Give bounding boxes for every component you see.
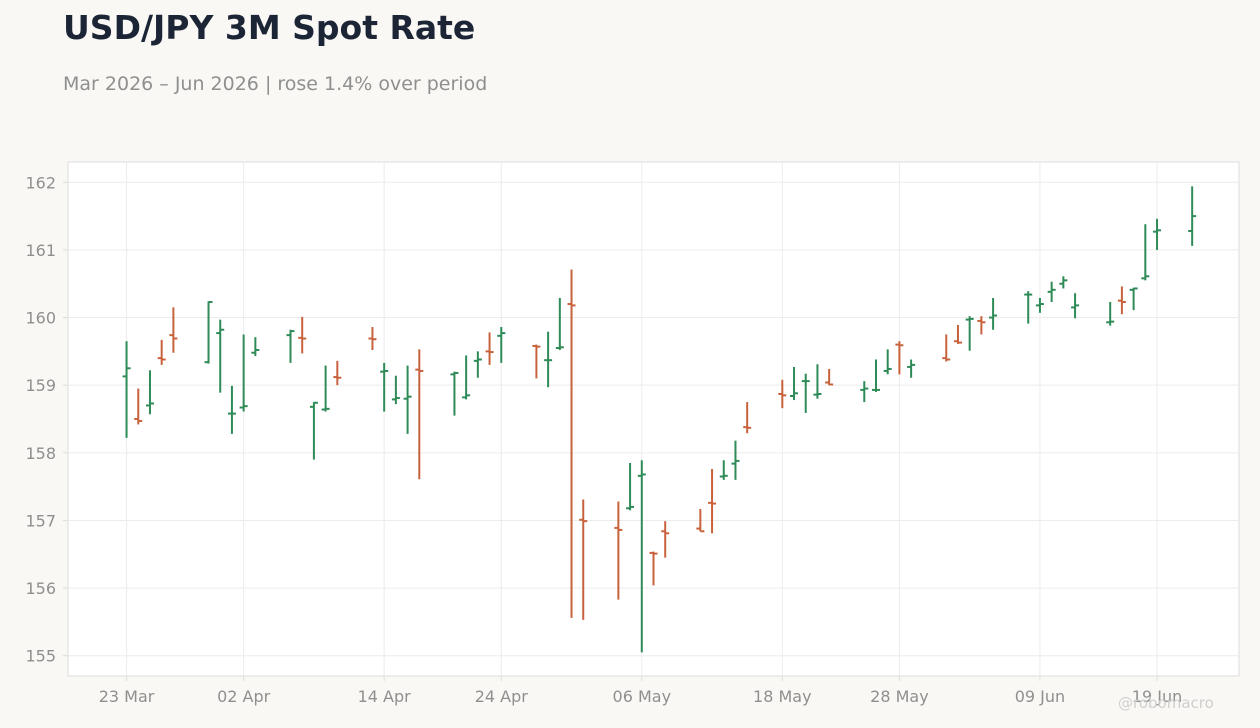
y-tick-label: 157 — [25, 511, 56, 530]
ohlc-bar — [450, 371, 459, 416]
ohlc-bar — [309, 401, 318, 460]
x-tick-label: 23 Mar — [99, 687, 155, 706]
ohlc-bar — [544, 331, 553, 388]
chart-title: USD/JPY 3M Spot Rate — [63, 8, 476, 47]
x-tick-label: 18 May — [753, 687, 812, 706]
x-tick-label: 06 May — [613, 687, 672, 706]
ohlc-bar — [368, 327, 377, 351]
ohlc-bar — [953, 324, 962, 344]
ohlc-bar — [719, 460, 728, 480]
ohlc-bar — [567, 269, 576, 618]
ohlc-bar — [321, 365, 330, 412]
ohlc-bar — [778, 379, 787, 409]
ohlc-bars — [122, 186, 1197, 653]
ohlc-bar — [614, 501, 623, 600]
x-tick-label: 28 May — [870, 687, 929, 706]
ohlc-bar — [227, 385, 236, 434]
ohlc-bar — [169, 307, 178, 353]
chart-subtitle: Mar 2026 – Jun 2026 | rose 1.4% over per… — [63, 73, 488, 95]
ohlc-bar — [473, 351, 482, 378]
y-axis: 155 156 157 158 159 160 161 162 — [25, 173, 68, 666]
ohlc-bar — [391, 375, 400, 405]
x-tick-label: 09 Jun — [1015, 687, 1065, 706]
ohlc-bar — [239, 334, 248, 412]
x-axis: 23 Mar 02 Apr 14 Apr 24 Apr 06 May 18 May 28 M… — [99, 676, 1182, 706]
ohlc-bar — [1059, 276, 1068, 289]
ohlc-bar — [626, 462, 635, 511]
ohlc-bar — [380, 362, 389, 412]
ohlc-bar — [871, 359, 880, 392]
ohlc-bar — [485, 332, 494, 365]
ohlc-bar — [134, 388, 143, 425]
ohlc-bar — [743, 402, 752, 434]
ohlc-bar — [1117, 286, 1126, 315]
ohlc-bar — [462, 355, 471, 400]
y-tick-label: 161 — [25, 241, 56, 260]
ohlc-bar — [977, 316, 986, 335]
ohlc-bar — [415, 349, 424, 480]
ohlc-bar — [1141, 224, 1150, 281]
ohlc-bar — [1035, 297, 1044, 313]
ohlc-bar — [895, 341, 904, 375]
ohlc-bar — [942, 334, 951, 362]
ohlc-bar — [1129, 287, 1138, 311]
ohlc-bar — [1047, 281, 1056, 302]
ohlc-bar — [989, 297, 998, 330]
ohlc-bar — [579, 499, 588, 620]
ohlc-bar — [145, 370, 154, 415]
ohlc-bar — [403, 365, 412, 434]
ohlc-bar — [157, 339, 166, 365]
ohlc-bar — [1071, 293, 1080, 319]
ohlc-bar — [1188, 186, 1197, 246]
ohlc-bar — [825, 368, 834, 386]
ohlc-bar — [1153, 218, 1162, 250]
ohlc-bar — [286, 329, 295, 363]
x-tick-label: 14 Apr — [358, 687, 412, 706]
ohlc-bar — [122, 341, 131, 438]
y-tick-label: 160 — [25, 309, 56, 328]
y-tick-label: 155 — [25, 647, 56, 666]
ohlc-bar — [298, 316, 307, 354]
y-tick-label: 162 — [25, 173, 56, 192]
ohlc-bar — [333, 360, 342, 386]
ohlc-bar — [661, 521, 670, 558]
plot-area — [67, 161, 1240, 677]
ohlc-bar — [965, 316, 974, 351]
ohlc-bar — [790, 366, 799, 401]
ohlc-bar — [555, 297, 564, 351]
ohlc-bar — [251, 337, 260, 357]
x-tick-label: 19 Jun — [1132, 687, 1182, 706]
ohlc-bar — [731, 440, 740, 480]
ohlc-bar — [883, 349, 892, 375]
ohlc-bar — [813, 364, 822, 399]
ohlc-bar — [1106, 301, 1115, 326]
watermark: @robomacro — [1118, 694, 1214, 712]
ohlc-bar — [497, 327, 506, 363]
x-tick-label: 02 Apr — [217, 687, 271, 706]
ohlc-bar — [1024, 291, 1033, 324]
ohlc-bar — [801, 373, 810, 413]
ohlc-bar — [649, 551, 658, 586]
y-tick-label: 156 — [25, 579, 56, 598]
ohlc-bar — [860, 381, 869, 403]
x-tick-label: 24 Apr — [475, 687, 529, 706]
ohlc-bar — [637, 460, 646, 653]
ohlc-bar — [696, 508, 705, 533]
ohlc-bar — [532, 344, 541, 379]
ohlc-bar — [907, 359, 916, 378]
ohlc-bar — [204, 300, 213, 364]
y-tick-label: 159 — [25, 376, 56, 395]
ohlc-bar — [216, 319, 225, 393]
y-tick-label: 158 — [25, 444, 56, 463]
ohlc-bar — [708, 469, 717, 534]
